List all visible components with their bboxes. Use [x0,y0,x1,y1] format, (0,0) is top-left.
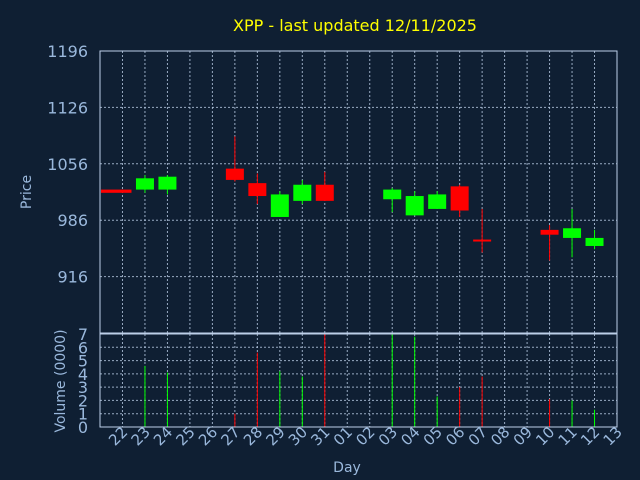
price-plot-frame [99,50,618,334]
candle-body-28 [248,183,267,197]
volume-tick-0: 0 [78,418,88,437]
volume-axis-label: Volume (0000) [53,329,69,432]
candle-body-10 [540,229,559,235]
price-tick-1056: 1056 [47,155,88,174]
candle-body-07 [473,239,492,242]
volume-tick-1: 1 [78,405,88,424]
chart-title: XPP - last updated 12/11/2025 [233,16,477,35]
price-axis-label: Price [19,175,35,209]
candle-body-04 [405,196,424,216]
candle-27 [225,136,244,182]
candle-body-29 [270,194,289,217]
candle-body-22 [101,189,132,193]
candle-04 [405,191,424,216]
candle-12 [585,229,604,250]
candle-10 [540,225,559,261]
candle-22 [101,189,132,193]
candle-05 [428,191,447,209]
candle-body-06 [450,186,469,211]
volume-plot-frame [99,333,618,428]
candle-11 [563,208,582,258]
candle-24 [158,175,177,195]
volume-grid [100,333,617,428]
price-tick-986: 986 [57,211,88,230]
candle-23 [135,175,154,193]
price-tick-labels: 1196 1126 1056 986 916 [47,42,88,287]
x-tick-labels: 2223242526272829303101020304050607080910… [105,423,626,449]
candle-07 [473,208,492,253]
volume-tick-2: 2 [78,391,88,410]
candle-03 [383,187,402,213]
candle-31 [315,171,334,201]
volume-tick-5: 5 [78,352,88,371]
x-axis-label: Day [333,460,361,476]
candle-body-03 [383,189,402,200]
price-tick-916: 916 [57,268,88,287]
price-tick-1126: 1126 [47,98,88,117]
candle-body-12 [585,237,604,246]
price-tick-1196: 1196 [47,42,88,61]
candle-28 [248,173,267,205]
volume-bars [144,334,596,427]
price-grid [100,50,617,333]
volume-tick-6: 6 [78,338,88,357]
candle-29 [270,191,289,217]
candle-body-05 [428,194,447,209]
candles [101,136,604,261]
candle-06 [450,184,469,217]
volume-tick-3: 3 [78,378,88,397]
candle-body-23 [135,178,154,190]
candle-body-11 [563,228,582,238]
candle-30 [293,179,312,205]
volume-tick-4: 4 [78,365,88,384]
candle-body-24 [158,176,177,190]
candle-body-31 [315,184,334,201]
candle-body-27 [225,168,244,180]
candle-body-30 [293,184,312,201]
volume-tick-7: 7 [78,325,88,344]
plot-frames [99,50,618,428]
